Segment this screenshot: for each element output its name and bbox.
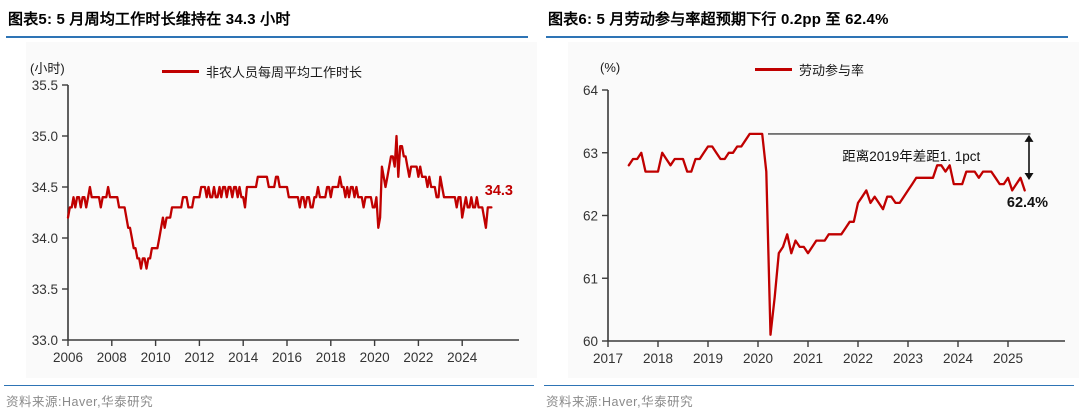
- figure6-title: 图表6: 5 月劳动参与率超预期下行 0.2pp 至 62.4%: [546, 6, 1068, 38]
- figure6-legend: 劳动参与率: [755, 60, 864, 79]
- red-line-legend-icon: [162, 70, 199, 73]
- figure6-legend-label: 劳动参与率: [799, 63, 865, 78]
- figure6-panel: 图表6: 5 月劳动参与率超预期下行 0.2pp 至 62.4% (%) 劳动参…: [540, 0, 1080, 412]
- figure5-plot-background: [26, 42, 537, 378]
- figure6-source-text: 资料来源:Haver,华泰研究: [546, 395, 694, 409]
- figure5-legend-label: 非农人员每周平均工作时长: [206, 65, 363, 80]
- figure6-source-divider: [544, 385, 1074, 386]
- figure6-y-unit-label: (%): [600, 60, 621, 75]
- figure5-source-divider: [4, 385, 534, 386]
- red-line-legend-icon: [755, 68, 792, 71]
- figure6-plot-background: [568, 42, 1079, 378]
- figure5-source-text: 资料来源:Haver,华泰研究: [6, 395, 154, 409]
- figure5-y-unit-label: (小时): [30, 61, 65, 76]
- figure5-legend: 非农人员每周平均工作时长: [162, 62, 362, 81]
- figure5-panel: 图表5: 5 月周均工作时长维持在 34.3 小时 (小时) 非农人员每周平均工…: [4, 6, 537, 409]
- figure5-title: 图表5: 5 月周均工作时长维持在 34.3 小时: [6, 6, 528, 38]
